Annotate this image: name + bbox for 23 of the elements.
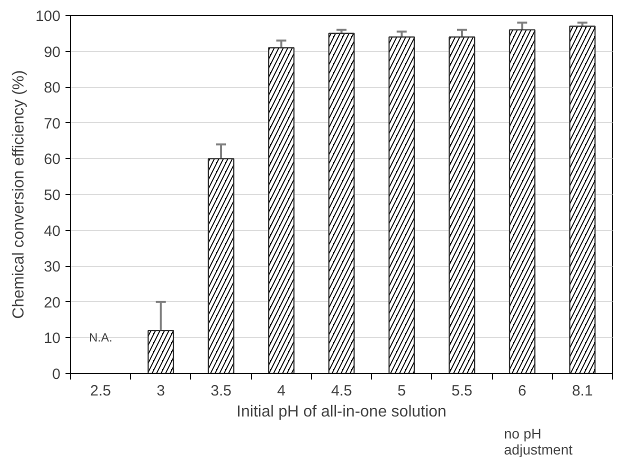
x-axis-title: Initial pH of all-in-one solution bbox=[236, 404, 446, 420]
y-tick-label: 30 bbox=[44, 258, 61, 276]
y-tick-label: 10 bbox=[44, 330, 61, 348]
y-tick-label: 20 bbox=[44, 294, 61, 312]
y-tick-label: 100 bbox=[35, 8, 61, 25]
x-tick-label: 6 bbox=[518, 382, 526, 400]
x-tick-label: 2.5 bbox=[90, 382, 112, 400]
y-tick-label: 0 bbox=[52, 366, 60, 383]
x-tick-label: 5.5 bbox=[452, 382, 472, 400]
x-tick-label: 4 bbox=[277, 382, 286, 400]
x-tick-label: 3.5 bbox=[210, 382, 232, 400]
y-axis-title: Chemical conversion efficiency (%) bbox=[10, 70, 28, 319]
x-tick-label: 3 bbox=[156, 382, 166, 400]
y-tick-label: 70 bbox=[44, 115, 61, 132]
y-tick-label: 50 bbox=[44, 187, 61, 204]
y-tick-label: 80 bbox=[44, 80, 61, 97]
annotation: N.A. bbox=[88, 330, 112, 345]
x-tick-label: 4.5 bbox=[331, 382, 352, 400]
x-tick-label: 8.1 bbox=[572, 382, 593, 400]
y-tick-label: 60 bbox=[44, 151, 61, 168]
x-tick-label: 5 bbox=[398, 382, 406, 400]
y-tick-label: 40 bbox=[44, 222, 61, 240]
y-tick-label: 90 bbox=[44, 44, 61, 61]
